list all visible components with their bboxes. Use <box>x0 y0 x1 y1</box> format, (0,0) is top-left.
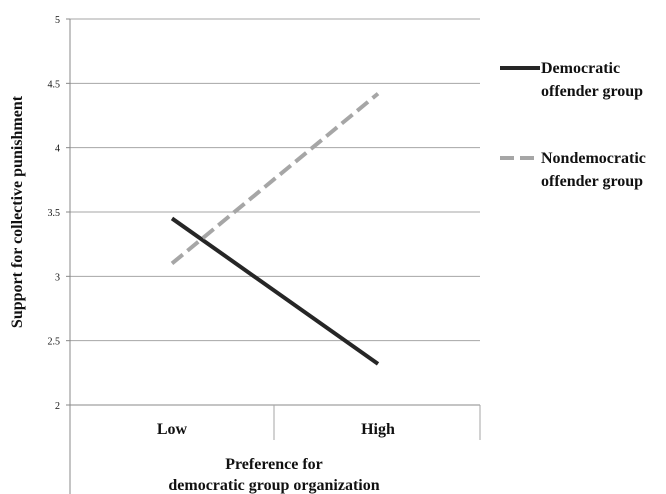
x-category-labels: Low High <box>157 421 395 438</box>
y-tick-label: 4 <box>55 144 60 155</box>
x-axis-title-line-2: democratic group organization <box>168 477 379 494</box>
x-axis-title-line-1: Preference for <box>225 456 323 473</box>
series-line <box>170 216 380 366</box>
legend-label: Democratic <box>541 60 620 77</box>
y-axis-title: Support for collective punishment <box>9 95 26 328</box>
legend-label: offender group <box>541 83 643 100</box>
legend: Democratic offender group Nondemocratic off… <box>500 60 646 190</box>
x-category-label: Low <box>157 421 188 438</box>
x-category-label: High <box>361 421 395 438</box>
series-line <box>170 92 380 266</box>
gridlines <box>70 18 480 406</box>
y-tick-label: 3.5 <box>48 208 61 219</box>
y-tick-label: 2.5 <box>48 337 61 348</box>
y-tick-label: 5 <box>55 15 60 26</box>
y-tick-label: 2 <box>55 401 60 412</box>
series-lines <box>170 92 380 366</box>
y-tick-labels: 2 2.5 3 3.5 4 4.5 5 <box>48 15 61 412</box>
legend-label: Nondemocratic <box>541 150 646 167</box>
legend-label: offender group <box>541 173 643 190</box>
y-tick-label: 3 <box>55 272 60 283</box>
y-tick-label: 4.5 <box>48 79 61 90</box>
axes <box>66 18 481 494</box>
